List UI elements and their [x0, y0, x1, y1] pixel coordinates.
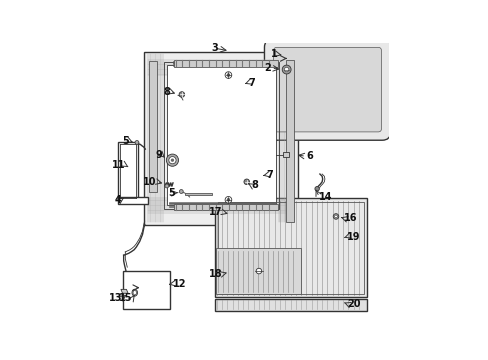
Circle shape — [135, 140, 139, 144]
Circle shape — [226, 198, 229, 201]
Polygon shape — [123, 271, 170, 309]
Polygon shape — [174, 204, 277, 210]
Text: 13: 13 — [109, 293, 122, 303]
Text: 12: 12 — [172, 279, 185, 289]
Text: 19: 19 — [346, 232, 360, 242]
Circle shape — [224, 197, 231, 203]
Circle shape — [314, 186, 319, 191]
Circle shape — [332, 214, 338, 219]
Circle shape — [170, 158, 174, 162]
Text: 9: 9 — [155, 150, 162, 161]
Text: 4: 4 — [114, 195, 121, 205]
Polygon shape — [184, 193, 211, 195]
Text: 15: 15 — [119, 293, 133, 303]
Polygon shape — [149, 61, 157, 192]
Polygon shape — [214, 198, 366, 297]
Text: 8: 8 — [163, 87, 170, 97]
Circle shape — [282, 65, 290, 74]
Text: 2: 2 — [264, 63, 271, 73]
Circle shape — [179, 92, 184, 97]
Polygon shape — [143, 51, 297, 225]
Text: 5: 5 — [168, 188, 175, 198]
Text: 3: 3 — [211, 43, 218, 53]
FancyBboxPatch shape — [273, 48, 381, 132]
Circle shape — [284, 67, 288, 72]
Text: 17: 17 — [209, 207, 223, 217]
Text: 1: 1 — [270, 49, 277, 59]
Polygon shape — [167, 66, 275, 205]
Circle shape — [256, 268, 261, 274]
Polygon shape — [118, 197, 148, 204]
Text: 11: 11 — [112, 160, 125, 170]
Ellipse shape — [132, 289, 137, 296]
Circle shape — [224, 72, 231, 78]
Text: 5: 5 — [122, 136, 129, 146]
Polygon shape — [216, 248, 300, 294]
Polygon shape — [118, 141, 138, 200]
Text: 6: 6 — [305, 151, 312, 161]
Polygon shape — [121, 289, 128, 293]
Circle shape — [166, 154, 178, 166]
Text: 16: 16 — [344, 213, 357, 224]
Circle shape — [179, 190, 183, 193]
Polygon shape — [174, 60, 277, 67]
Text: 7: 7 — [266, 170, 273, 180]
Polygon shape — [283, 152, 289, 157]
Circle shape — [164, 184, 168, 188]
FancyBboxPatch shape — [264, 39, 390, 140]
Circle shape — [244, 179, 249, 185]
Polygon shape — [285, 60, 293, 222]
Circle shape — [168, 157, 176, 164]
Polygon shape — [214, 299, 366, 311]
Text: 10: 10 — [143, 177, 157, 187]
Text: 8: 8 — [251, 180, 258, 190]
Text: 7: 7 — [248, 77, 255, 87]
Text: 14: 14 — [319, 192, 332, 202]
Text: 20: 20 — [346, 299, 360, 309]
Ellipse shape — [133, 291, 136, 295]
Text: 18: 18 — [209, 269, 223, 279]
Circle shape — [226, 74, 229, 76]
Circle shape — [334, 215, 337, 218]
